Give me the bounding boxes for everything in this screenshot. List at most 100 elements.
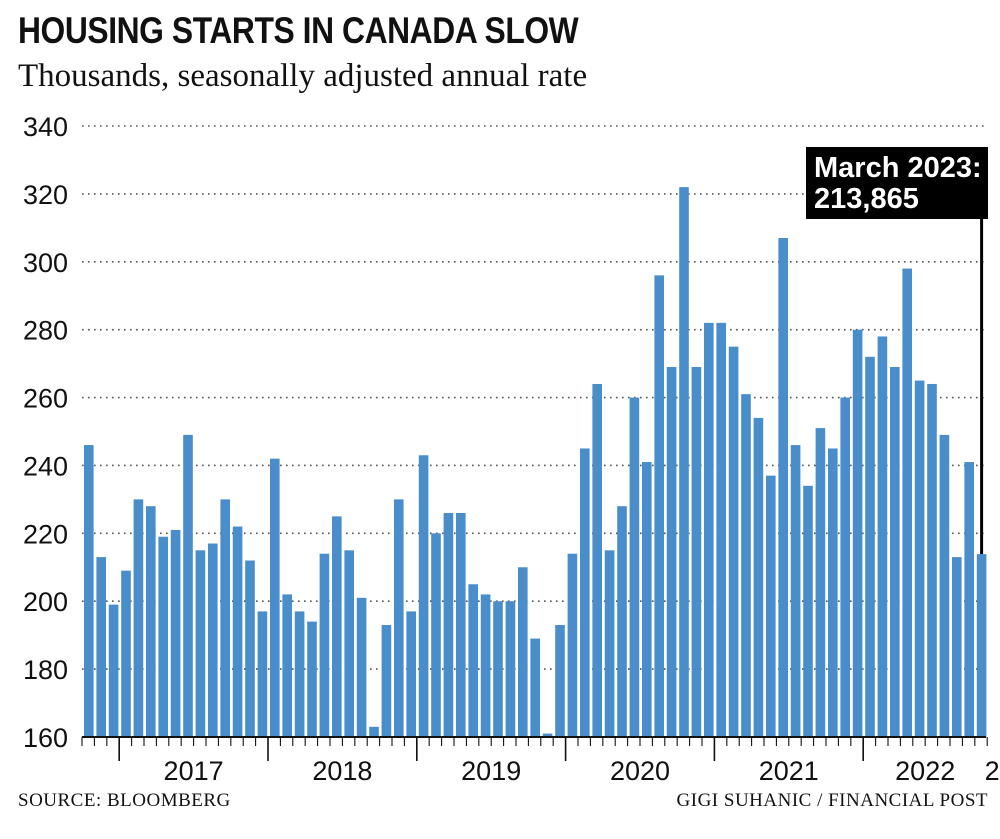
bar [803, 485, 813, 737]
bar [964, 462, 974, 737]
bar [108, 604, 119, 737]
y-tick-label: 240 [23, 451, 68, 481]
bar [121, 570, 131, 737]
bar [902, 268, 912, 737]
bar [642, 462, 652, 737]
bar [679, 187, 689, 738]
x-tick-label: 23 [985, 756, 1000, 786]
x-tick-label: 2019 [461, 756, 521, 786]
bar [976, 554, 987, 737]
y-tick-label: 220 [23, 519, 68, 549]
x-tick-label: 2021 [759, 756, 819, 786]
bar [766, 475, 776, 737]
bar [208, 543, 218, 737]
bar [852, 329, 863, 737]
bar [580, 448, 590, 737]
bar [939, 434, 950, 737]
bar [381, 624, 392, 737]
bar [840, 397, 850, 737]
x-tick-label: 2022 [895, 756, 955, 786]
bar [518, 567, 528, 737]
bar [369, 726, 379, 737]
bar [865, 356, 875, 737]
bar [741, 394, 751, 737]
bar [542, 733, 553, 737]
chart-title: HOUSING STARTS IN CANADA SLOW [18, 10, 579, 51]
bar [195, 550, 206, 737]
bar [394, 499, 404, 737]
y-tick-label: 180 [23, 655, 68, 685]
x-axis-labels: 2017 2018 2019 2020 2021 2022 23 [164, 756, 1000, 786]
y-tick-label: 340 [23, 112, 68, 142]
bar [84, 445, 94, 737]
x-tick-label: 2020 [610, 756, 670, 786]
bars [84, 187, 987, 738]
bar [530, 638, 540, 737]
bar [468, 584, 478, 737]
bar [406, 611, 416, 737]
x-axis [81, 736, 988, 761]
bar [170, 529, 181, 737]
bar [146, 506, 156, 737]
callout-box [806, 147, 988, 219]
bar [877, 336, 888, 737]
y-tick-label: 280 [23, 316, 68, 346]
y-tick-label: 260 [23, 384, 68, 414]
bar [753, 417, 764, 737]
annotation-callout: March 2023: 213,865 [806, 147, 988, 555]
bar [704, 322, 714, 737]
bar [604, 550, 615, 737]
bar [319, 553, 330, 737]
bar [456, 512, 466, 737]
bar [431, 533, 441, 737]
bar [815, 428, 826, 737]
callout-label-date: March 2023: [814, 152, 982, 184]
bar [270, 458, 280, 737]
bar [133, 499, 144, 737]
bar [183, 434, 193, 737]
bar [691, 367, 702, 737]
bar [332, 516, 342, 737]
bar [728, 346, 739, 737]
bar [220, 499, 230, 737]
bar [96, 557, 106, 737]
bar [245, 560, 255, 737]
y-tick-label: 200 [23, 587, 68, 617]
bar [666, 367, 677, 737]
x-tick-label: 2017 [164, 756, 224, 786]
bar [927, 383, 937, 737]
bar [555, 624, 565, 737]
y-tick-label: 320 [23, 180, 68, 210]
bar [890, 367, 900, 737]
y-axis-labels: 160 180 200 220 240 260 280 300 320 340 [23, 112, 68, 753]
bar [282, 594, 292, 737]
y-tick-label: 300 [23, 248, 68, 278]
bar [158, 536, 168, 737]
gridlines [82, 125, 986, 670]
bar [629, 397, 640, 737]
bar [232, 526, 243, 737]
bar [716, 322, 726, 737]
bar [443, 512, 454, 737]
bar [356, 597, 367, 737]
bar [418, 455, 429, 737]
bar [617, 506, 627, 737]
bar [778, 238, 788, 737]
bar [493, 601, 503, 737]
bar [307, 621, 317, 737]
bar [654, 275, 664, 737]
bar [952, 557, 962, 737]
bar [505, 601, 516, 737]
bar [257, 611, 268, 737]
bar [592, 383, 602, 737]
bar [480, 594, 491, 737]
bar [344, 550, 354, 737]
credit-note: GIGI SUHANIC / FINANCIAL POST [676, 790, 988, 811]
bar [790, 445, 801, 737]
bar [294, 611, 305, 737]
x-tick-label: 2018 [312, 756, 372, 786]
source-note: SOURCE: BLOOMBERG [18, 790, 231, 811]
bar [567, 553, 578, 737]
y-tick-label: 160 [23, 723, 68, 753]
